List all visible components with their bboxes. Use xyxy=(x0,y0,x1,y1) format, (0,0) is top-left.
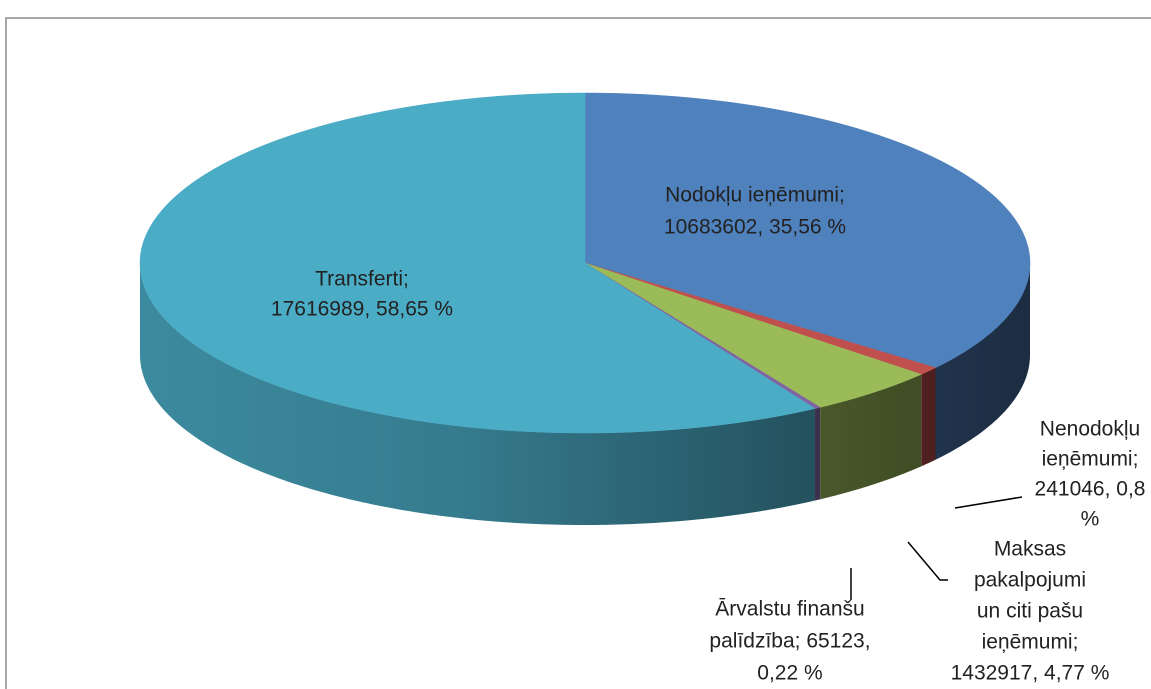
data-label: Nodokļu ieņēmumi; xyxy=(665,184,845,207)
slice-side xyxy=(820,374,922,500)
slice xyxy=(584,92,1031,369)
data-label: % xyxy=(1081,508,1100,531)
data-label: palīdzība; 65123, xyxy=(709,630,870,653)
data-labels: Nodokļu ieņēmumi; 10683602, 35,56 % Nenodo… xyxy=(271,184,1146,685)
slice-side xyxy=(815,407,821,501)
pie-sides xyxy=(140,263,1030,525)
data-label: 241046, 0,8 xyxy=(1035,478,1146,501)
data-label: 0,22 % xyxy=(757,662,822,685)
data-label: Transferti; xyxy=(315,268,409,291)
data-label: 17616989, 58,65 % xyxy=(271,298,453,321)
slice xyxy=(584,262,922,408)
leader-line xyxy=(907,541,948,581)
data-label: ieņēmumi; xyxy=(982,631,1079,654)
slice-side xyxy=(921,367,936,467)
data-label: Nenodokļu xyxy=(1040,418,1140,441)
slice-side xyxy=(935,263,1030,460)
slice xyxy=(584,262,937,375)
data-label: Ārvalstu finanšu xyxy=(715,598,864,621)
pie-tops xyxy=(139,92,1031,434)
leader-line xyxy=(954,496,1023,509)
data-label: Maksas xyxy=(994,538,1066,561)
leader-lines xyxy=(850,496,1023,600)
data-label: ieņēmumi; xyxy=(1042,448,1139,471)
data-label: 1432917, 4,77 % xyxy=(951,662,1110,685)
data-label: un citi pašu xyxy=(977,600,1083,623)
slice-side xyxy=(140,263,816,525)
data-label: 10683602, 35,56 % xyxy=(664,216,846,239)
slice xyxy=(139,92,816,434)
data-label: pakalpojumi xyxy=(974,569,1086,592)
